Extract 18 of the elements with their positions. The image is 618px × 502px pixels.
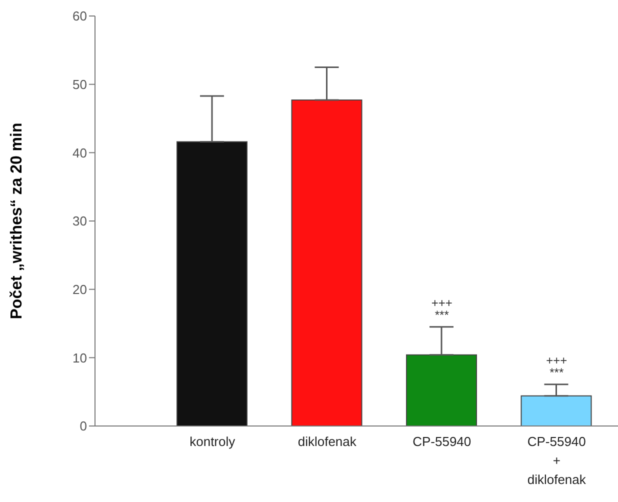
bar [520,395,592,426]
y-tick-label: 60 [72,8,87,24]
bar [291,100,362,426]
annotation: +++ *** [431,296,452,322]
annotation: +++ *** [546,353,568,380]
x-tick-label: diklofenak [298,434,357,449]
y-tick-label: 50 [72,76,87,92]
y-axis-title: Počet „writhes“ za 20 min [8,122,26,320]
bar [176,141,248,426]
y-tick-label: 30 [72,214,87,229]
x-tick-label: kontroly [190,434,236,449]
y-tick-label: 10 [72,350,87,366]
y-tick-label: 20 [72,282,87,297]
y-tick-label: 40 [72,145,87,160]
bar [406,354,477,426]
x-tick-label: CP-55940 + diklofenak [527,434,586,487]
y-tick-label: 0 [80,418,87,434]
x-tick-label: CP-55940 [412,434,472,449]
